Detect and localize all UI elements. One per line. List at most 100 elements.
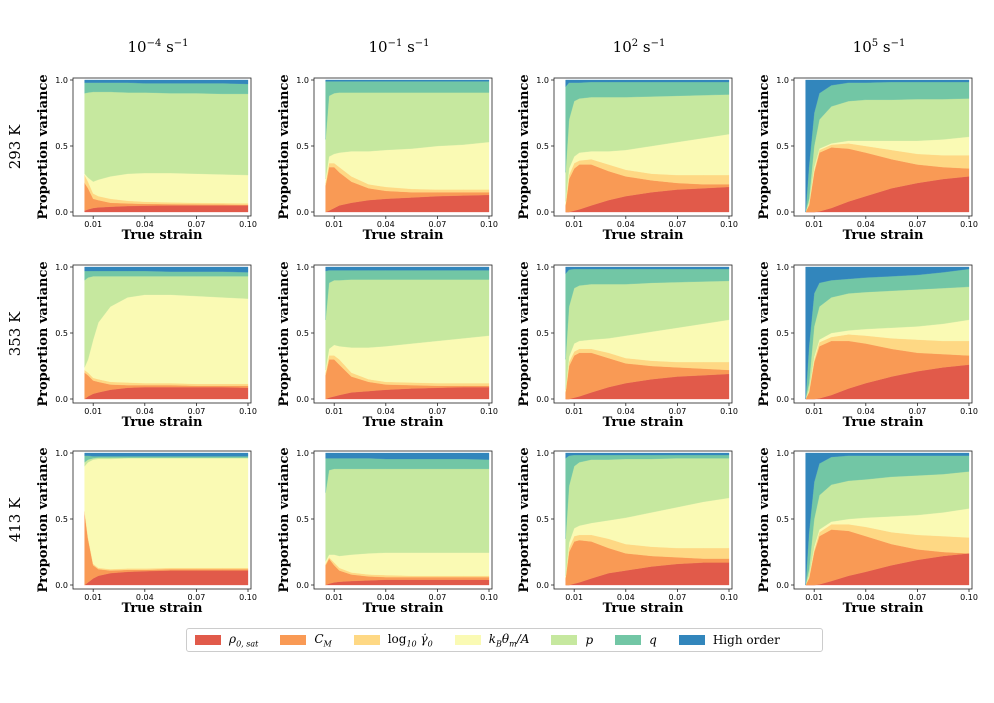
panel-frame <box>793 77 973 217</box>
x-tick-label: 0.10 <box>480 407 498 416</box>
x-axis-label: True strain <box>603 601 684 616</box>
x-axis-label: True strain <box>843 415 924 430</box>
area-p <box>84 91 249 182</box>
x-tick-label: 0.04 <box>857 593 875 602</box>
y-tick-label: 0.0 <box>536 581 549 590</box>
legend-label: q <box>649 633 657 647</box>
x-axis-label: True strain <box>843 228 924 243</box>
x-tick-label: 0.10 <box>960 220 978 229</box>
y-axis-label: Proportion variance <box>36 74 51 219</box>
panel-r1-c1: 0.0 0.5 1.0 0.01 0.04 0.07 0.10 True strain Prop… <box>277 261 498 430</box>
x-tick-label: 0.04 <box>136 407 154 416</box>
x-tick-label: 0.10 <box>720 220 738 229</box>
x-tick-label: 0.01 <box>325 593 343 602</box>
panel-frame <box>793 264 973 404</box>
legend-item-log: log10 γ̇0 <box>346 629 433 651</box>
area-high <box>84 266 249 273</box>
y-tick-label: 1.0 <box>776 263 789 272</box>
y-tick-label: 1.0 <box>55 263 68 272</box>
y-axis-label: Proportion variance <box>757 447 772 592</box>
legend-swatch <box>615 635 642 645</box>
x-tick-label: 0.07 <box>428 220 446 229</box>
x-tick-label: 0.07 <box>428 593 446 602</box>
legend-item-rho: ρ0, sat <box>187 629 258 651</box>
legend-item-kb: kBθm/A <box>447 629 529 651</box>
row-title-1: 353 K <box>6 311 24 356</box>
panel-r2-c3: 0.0 0.5 1.0 0.01 0.04 0.07 0.10 True strain Prop… <box>757 447 978 616</box>
x-axis-label: True strain <box>603 228 684 243</box>
legend: ρ0, sat CM log10 γ̇0 kBθm/A p q High order <box>186 628 823 652</box>
y-tick-label: 0.0 <box>536 395 549 404</box>
y-tick-label: 0.0 <box>776 208 789 217</box>
y-tick-label: 1.0 <box>536 76 549 85</box>
y-tick-label: 0.5 <box>296 515 309 524</box>
y-axis-label: Proportion variance <box>517 261 532 406</box>
x-tick-label: 0.07 <box>908 220 926 229</box>
panel-frame <box>793 450 973 590</box>
x-tick-label: 0.10 <box>239 220 257 229</box>
x-tick-label: 0.04 <box>377 593 395 602</box>
x-tick-label: 0.04 <box>617 220 635 229</box>
legend-item-q: q <box>607 629 657 651</box>
x-tick-label: 0.01 <box>565 407 583 416</box>
x-tick-label: 0.04 <box>617 593 635 602</box>
legend-swatch <box>454 635 481 645</box>
y-tick-label: 1.0 <box>296 449 309 458</box>
x-tick-label: 0.01 <box>805 407 823 416</box>
y-tick-label: 0.0 <box>296 208 309 217</box>
legend-label: log10 γ̇0 <box>387 631 433 649</box>
y-tick-label: 0.5 <box>536 329 549 338</box>
row-title-0: 293 K <box>6 124 24 169</box>
x-tick-label: 0.07 <box>668 407 686 416</box>
x-axis-label: True strain <box>122 415 203 430</box>
panel-frame <box>553 77 733 217</box>
panel-r2-c2: 0.0 0.5 1.0 0.01 0.04 0.07 0.10 True strain Prop… <box>517 447 738 616</box>
legend-label: ρ0, sat <box>229 631 259 649</box>
x-tick-label: 0.07 <box>187 593 205 602</box>
column-title-3: 105 s−1 <box>853 38 906 56</box>
x-tick-label: 0.10 <box>720 407 738 416</box>
x-axis-label: True strain <box>363 228 444 243</box>
x-tick-label: 0.10 <box>239 407 257 416</box>
x-tick-label: 0.01 <box>84 593 102 602</box>
legend-swatch <box>678 635 705 645</box>
panel-r1-c3: 0.0 0.5 1.0 0.01 0.04 0.07 0.10 True strain Prop… <box>757 261 978 430</box>
x-axis-label: True strain <box>843 601 924 616</box>
x-tick-label: 0.10 <box>960 407 978 416</box>
x-tick-label: 0.04 <box>377 220 395 229</box>
y-tick-label: 0.0 <box>55 581 68 590</box>
y-tick-label: 1.0 <box>776 76 789 85</box>
y-tick-label: 0.5 <box>55 515 68 524</box>
y-tick-label: 0.5 <box>536 142 549 151</box>
area-high <box>84 452 249 457</box>
y-tick-label: 0.5 <box>55 329 68 338</box>
y-tick-label: 0.0 <box>296 581 309 590</box>
x-tick-label: 0.10 <box>480 593 498 602</box>
y-tick-label: 1.0 <box>296 76 309 85</box>
y-axis-label: Proportion variance <box>517 447 532 592</box>
y-tick-label: 0.5 <box>536 515 549 524</box>
y-axis-label: Proportion variance <box>277 261 292 406</box>
area-high <box>805 79 970 213</box>
area-high <box>805 266 970 400</box>
y-tick-label: 1.0 <box>776 449 789 458</box>
panel-r0-c1: 0.0 0.5 1.0 0.01 0.04 0.07 0.10 True strain Prop… <box>277 74 498 243</box>
y-axis-label: Proportion variance <box>277 74 292 219</box>
area-high <box>565 452 730 459</box>
row-title-2: 413 K <box>6 497 24 542</box>
legend-swatch <box>280 635 307 645</box>
x-tick-label: 0.01 <box>805 220 823 229</box>
column-title-0: 10−4 s−1 <box>127 38 188 56</box>
panel-r1-c0: 0.0 0.5 1.0 0.01 0.04 0.07 0.10 True strain Prop… <box>36 261 257 430</box>
x-tick-label: 0.01 <box>565 220 583 229</box>
x-tick-label: 0.07 <box>668 593 686 602</box>
x-tick-label: 0.01 <box>805 593 823 602</box>
panel-frame <box>313 77 493 217</box>
x-tick-label: 0.10 <box>480 220 498 229</box>
x-tick-label: 0.07 <box>428 407 446 416</box>
panel-r0-c0: 0.0 0.5 1.0 0.01 0.04 0.07 0.10 True strain Prop… <box>36 74 257 243</box>
y-tick-label: 1.0 <box>296 263 309 272</box>
y-tick-label: 0.0 <box>55 395 68 404</box>
panel-frame <box>72 77 252 217</box>
area-high <box>325 452 490 460</box>
